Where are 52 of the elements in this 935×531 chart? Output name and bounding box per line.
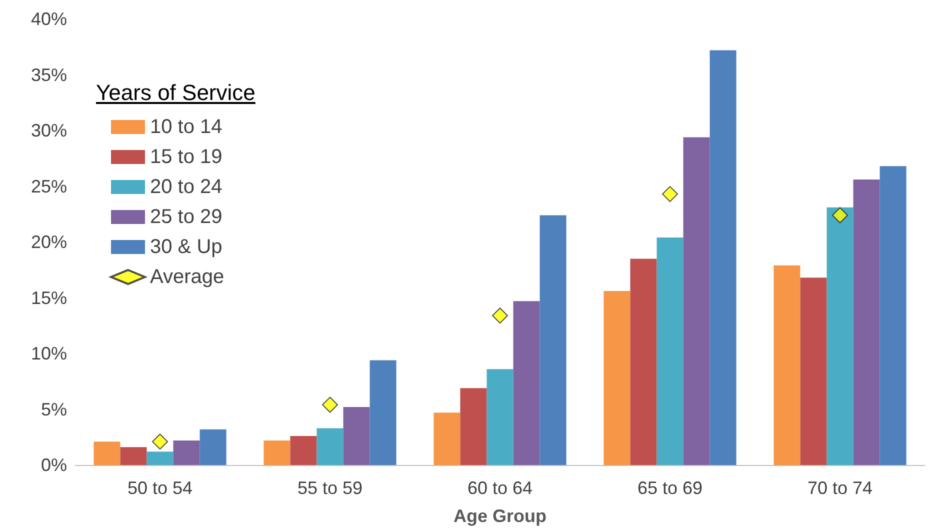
bar [880,166,906,465]
bar [94,442,120,465]
bar [630,258,657,465]
legend-label: 10 to 14 [150,116,222,138]
y-tick-label: 20% [30,232,67,252]
x-tick-label: 50 to 54 [127,478,193,498]
y-tick-label: 35% [30,64,67,85]
bar [486,369,514,465]
x-tick-label: 70 to 74 [807,478,873,498]
y-tick-label: 15% [30,288,67,308]
bar [656,238,684,465]
bar [200,429,226,465]
bar [683,137,710,465]
x-axis-title: Age Group [454,506,546,526]
bar [120,447,147,465]
point [492,308,508,324]
point [152,434,168,450]
y-tick-label: 25% [30,176,67,196]
x-tick-label: 55 to 59 [297,478,363,498]
bar [146,452,174,465]
bar [434,412,460,465]
bar [513,301,540,465]
bar [826,207,854,465]
bar [173,440,200,465]
legend-label: Average [150,266,224,288]
bar [540,215,566,465]
bar [710,50,736,465]
bar [460,388,487,465]
x-tick-label: 65 to 69 [637,478,703,498]
bar [800,278,827,465]
y-tick-label: 10% [30,344,67,364]
bar [604,291,630,465]
bar [774,265,800,465]
bar [853,180,880,465]
legend-label: 25 to 29 [150,206,222,228]
bar [290,436,317,465]
bar [343,407,370,465]
legend-label: 30 & Up [150,236,222,258]
x-tick-label: 60 to 64 [467,478,533,498]
y-tick-label: 5% [40,399,67,420]
legend-title: Years of Service [96,80,256,106]
point [662,186,678,202]
bar [316,428,344,465]
legend-label: 20 to 24 [150,176,222,198]
legend-label: 15 to 19 [150,146,222,168]
bar [264,440,290,465]
bar [370,360,396,465]
point [832,207,848,224]
y-tick-label: 30% [30,120,67,140]
y-tick-label: 0% [40,455,67,475]
point [322,396,338,413]
y-tick-label: 40% [30,9,67,29]
